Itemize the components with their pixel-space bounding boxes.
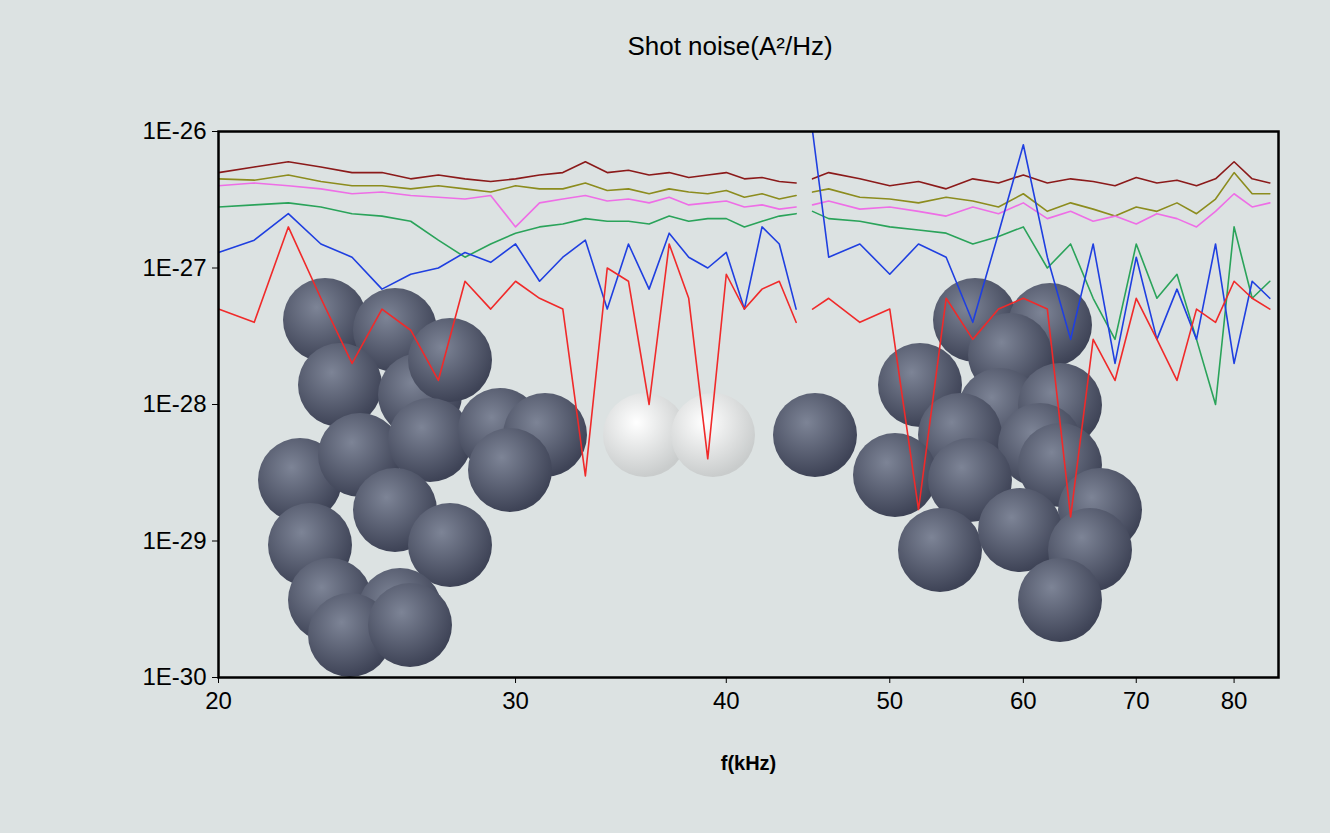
svg-text:70: 70 xyxy=(1123,687,1150,714)
svg-text:1E-27: 1E-27 xyxy=(142,254,206,281)
html-text:Shot noise(A²/Hz): Shot noise(A²/Hz) xyxy=(627,31,833,61)
svg-text:20: 20 xyxy=(205,687,232,714)
svg-text:1E-28: 1E-28 xyxy=(142,390,206,417)
svg-text:30: 30 xyxy=(502,687,529,714)
svg-text:80: 80 xyxy=(1221,687,1248,714)
svg-text:60: 60 xyxy=(1010,687,1037,714)
svg-text:50: 50 xyxy=(876,687,903,714)
svg-text:1E-26: 1E-26 xyxy=(142,117,206,144)
svg-text:f(kHz): f(kHz) xyxy=(721,752,777,774)
svg-text:1E-29: 1E-29 xyxy=(142,527,206,554)
svg-text:40: 40 xyxy=(713,687,740,714)
svg-text:1E-30: 1E-30 xyxy=(142,663,206,690)
